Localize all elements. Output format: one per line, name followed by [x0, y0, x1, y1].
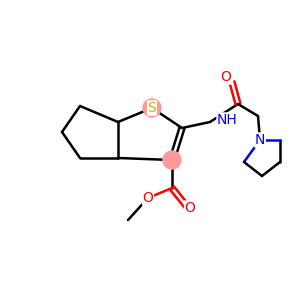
- Text: O: O: [142, 191, 153, 205]
- Text: NH: NH: [217, 113, 238, 127]
- Text: O: O: [220, 70, 231, 84]
- Text: N: N: [255, 133, 265, 147]
- Circle shape: [143, 99, 161, 117]
- Text: S: S: [148, 101, 156, 115]
- Text: O: O: [184, 201, 195, 215]
- Circle shape: [163, 151, 181, 169]
